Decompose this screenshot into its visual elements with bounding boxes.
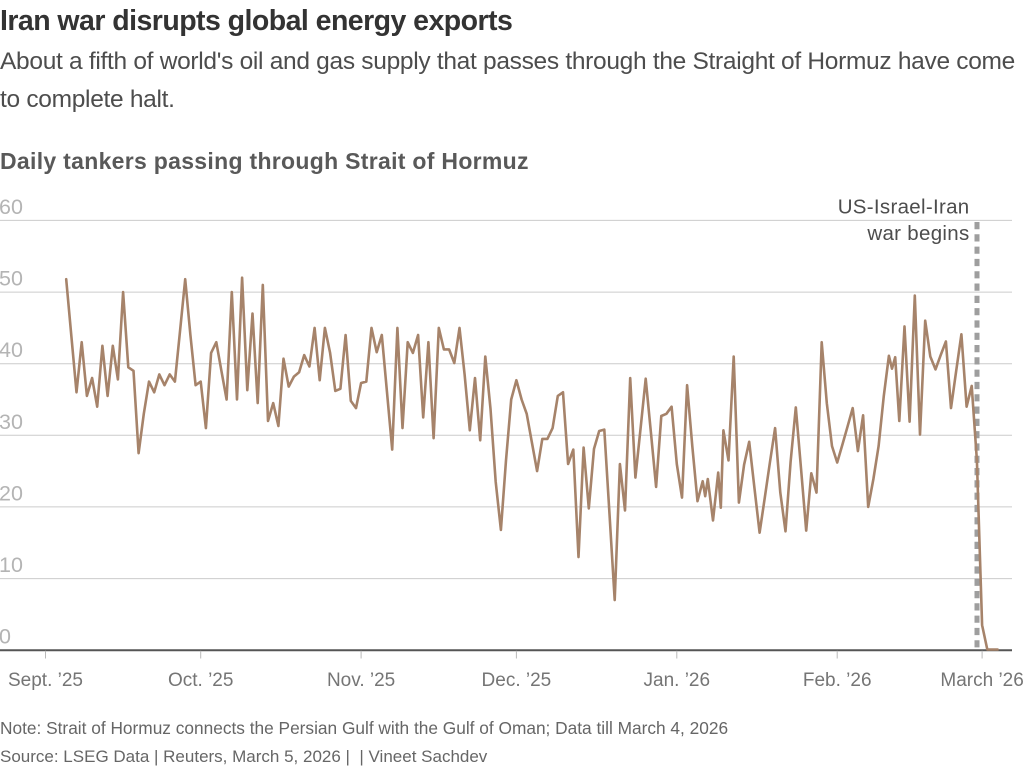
svg-text:40: 40 <box>0 338 23 362</box>
svg-text:war begins: war begins <box>866 222 969 245</box>
svg-text:20: 20 <box>0 481 23 505</box>
svg-text:10: 10 <box>0 553 23 577</box>
svg-text:Sept. ’25: Sept. ’25 <box>8 670 83 691</box>
svg-text:March ’26: March ’26 <box>940 670 1023 691</box>
svg-text:0: 0 <box>0 625 11 649</box>
svg-text:Jan. ’26: Jan. ’26 <box>644 670 711 691</box>
svg-text:30: 30 <box>0 410 23 434</box>
svg-text:50: 50 <box>0 267 23 291</box>
svg-text:60: 60 <box>0 195 23 219</box>
svg-text:Dec. ’25: Dec. ’25 <box>482 670 552 691</box>
svg-text:Nov. ’25: Nov. ’25 <box>327 670 395 691</box>
svg-text:Feb. ’26: Feb. ’26 <box>803 670 872 691</box>
svg-text:Oct. ’25: Oct. ’25 <box>168 670 233 691</box>
svg-text:US-Israel-Iran: US-Israel-Iran <box>838 196 970 219</box>
